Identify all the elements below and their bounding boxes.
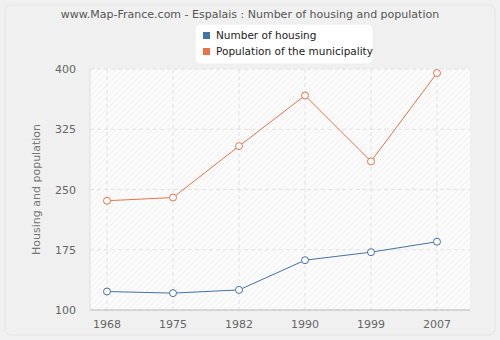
point bbox=[170, 290, 177, 297]
grid-line-x bbox=[371, 69, 372, 310]
legend-label: Population of the municipality bbox=[216, 45, 373, 57]
grid-line-x bbox=[107, 69, 108, 310]
x-axis bbox=[90, 310, 470, 311]
legend: Number of housing Population of the munic… bbox=[195, 24, 373, 64]
point bbox=[236, 143, 243, 150]
y-axis bbox=[90, 69, 91, 310]
point bbox=[104, 197, 111, 204]
y-tick-label: 325 bbox=[55, 123, 76, 136]
x-tick-label: 1990 bbox=[291, 318, 319, 331]
legend-label: Number of housing bbox=[216, 29, 316, 41]
series-line bbox=[107, 73, 437, 201]
grid-line-x bbox=[239, 69, 240, 310]
grid-line bbox=[90, 189, 470, 190]
x-tick-label: 1975 bbox=[159, 318, 187, 331]
y-tick-label: 175 bbox=[55, 244, 76, 257]
series-group bbox=[104, 70, 441, 297]
grid-line bbox=[90, 310, 470, 311]
grid-line bbox=[90, 69, 470, 70]
grid-line-x bbox=[173, 69, 174, 310]
legend-box bbox=[195, 24, 373, 64]
y-axis-label: Housing and population bbox=[30, 124, 43, 255]
point bbox=[302, 257, 309, 264]
grid-line-x bbox=[437, 69, 438, 310]
point bbox=[368, 158, 375, 165]
panel bbox=[5, 5, 495, 335]
grid-line bbox=[90, 249, 470, 250]
y-tick-label: 400 bbox=[55, 63, 76, 76]
grid-line bbox=[90, 129, 470, 130]
x-tick-label: 1968 bbox=[93, 318, 121, 331]
plot-area bbox=[90, 69, 470, 310]
title: www.Map-France.com - Espalais : Number o… bbox=[61, 8, 439, 21]
grid-line-x bbox=[305, 69, 306, 310]
x-tick-label: 1982 bbox=[225, 318, 253, 331]
point bbox=[104, 288, 111, 295]
background bbox=[0, 0, 500, 340]
point bbox=[434, 70, 441, 77]
legend-swatch bbox=[203, 32, 210, 39]
y-tick-label: 250 bbox=[55, 184, 76, 197]
chart: www.Map-France.com - Espalais : Number o… bbox=[0, 0, 500, 340]
legend-swatch bbox=[203, 48, 210, 55]
series-line bbox=[107, 242, 437, 293]
point bbox=[170, 194, 177, 201]
point bbox=[434, 238, 441, 245]
point bbox=[368, 249, 375, 256]
point bbox=[236, 286, 243, 293]
x-tick-label: 1999 bbox=[357, 318, 385, 331]
y-tick-label: 100 bbox=[55, 304, 76, 317]
point bbox=[302, 92, 309, 99]
x-tick-label: 2007 bbox=[423, 318, 451, 331]
